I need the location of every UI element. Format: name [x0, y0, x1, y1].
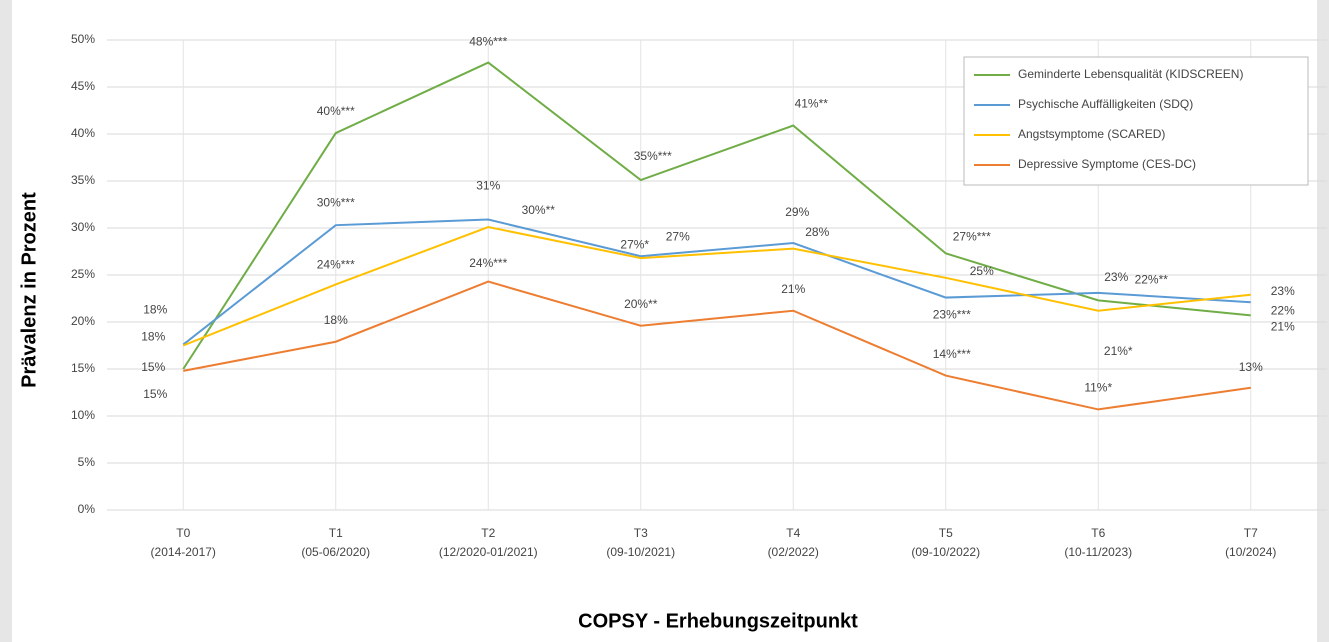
y-tick-label: 25%: [71, 267, 95, 281]
data-label: 23%***: [933, 308, 971, 322]
y-axis-title: Prävalenz in Prozent: [18, 192, 40, 388]
y-tick-label: 40%: [71, 126, 95, 140]
data-label: 30%***: [317, 195, 355, 209]
data-label: 22%**: [1135, 273, 1169, 287]
series-line: [182, 226, 1251, 347]
series-line: [183, 280, 1251, 411]
y-tick-label: 45%: [71, 79, 95, 93]
x-axis-title: COPSY - Erhebungszeitpunkt: [578, 610, 858, 632]
y-tick-label: 5%: [78, 455, 96, 469]
data-label: 15%: [141, 360, 165, 374]
data-label: 14%***: [933, 347, 971, 361]
data-label: 25%: [970, 264, 994, 278]
data-label: 21%: [781, 282, 805, 296]
data-label: 15%: [143, 387, 167, 401]
x-tick-period: (10/2024): [1225, 545, 1276, 559]
data-label: 40%***: [317, 104, 355, 118]
y-tick-label: 30%: [71, 220, 95, 234]
data-label: 29%: [785, 205, 809, 219]
data-label: 23%: [1271, 284, 1295, 298]
legend-label: Depressive Symptome (CES-DC): [1018, 157, 1196, 171]
x-tick-period: (09-10/2022): [911, 545, 980, 559]
y-tick-label: 50%: [71, 32, 95, 46]
x-tick-period: (2014-2017): [151, 545, 216, 559]
legend-box: [963, 56, 1309, 186]
y-tick-label: 35%: [71, 173, 95, 187]
data-label: 31%: [476, 179, 500, 193]
x-tick-label: T6: [1091, 526, 1105, 540]
y-tick-label: 20%: [71, 314, 95, 328]
data-label: 24%***: [469, 256, 507, 270]
series-line: [182, 218, 1251, 346]
data-label: 21%: [1271, 320, 1295, 334]
x-tick-label: T5: [939, 526, 953, 540]
legend-label: Angstsymptome (SCARED): [1018, 127, 1165, 141]
data-label: 20%**: [624, 297, 658, 311]
legend-label: Psychische Auffälligkeiten (SDQ): [1018, 97, 1193, 111]
x-tick-label: T3: [634, 526, 648, 540]
data-label: 48%***: [469, 35, 507, 49]
x-tick-label: T0: [176, 526, 190, 540]
legend-label: Geminderte Lebensqualität (KIDSCREEN): [1018, 67, 1243, 81]
data-label: 11%*: [1084, 381, 1112, 395]
data-label: 18%: [141, 330, 165, 344]
x-tick-period: (02/2022): [768, 545, 819, 559]
data-label: 41%**: [795, 97, 829, 111]
y-tick-label: 10%: [71, 408, 95, 422]
x-tick-label: T7: [1244, 526, 1258, 540]
data-label: 23%: [1104, 270, 1128, 284]
data-label: 21%*: [1104, 344, 1133, 358]
data-label: 27%: [666, 229, 690, 243]
data-label: 27%***: [953, 230, 991, 244]
x-tick-label: T4: [786, 526, 800, 540]
data-label: 13%: [1239, 360, 1263, 374]
x-tick-period: (10-11/2023): [1064, 545, 1132, 559]
series-line: [182, 61, 1251, 370]
data-label: 35%***: [634, 149, 672, 163]
data-label: 27%*: [620, 237, 649, 251]
x-tick-period: (05-06/2020): [301, 545, 370, 559]
x-tick-period: (09-10/2021): [606, 545, 675, 559]
data-label: 24%***: [317, 258, 355, 272]
data-label: 22%: [1271, 303, 1295, 317]
y-tick-label: 0%: [78, 502, 96, 516]
data-label: 18%: [143, 303, 167, 317]
x-tick-label: T2: [481, 526, 495, 540]
x-tick-period: (12/2020-01/2021): [439, 545, 538, 559]
data-label: 28%: [805, 225, 829, 239]
x-tick-label: T1: [329, 526, 343, 540]
data-label: 30%**: [522, 203, 556, 217]
legend: Geminderte Lebensqualität (KIDSCREEN) Psy…: [963, 56, 1309, 186]
data-label: 18%: [324, 313, 348, 327]
y-tick-label: 15%: [71, 361, 95, 375]
